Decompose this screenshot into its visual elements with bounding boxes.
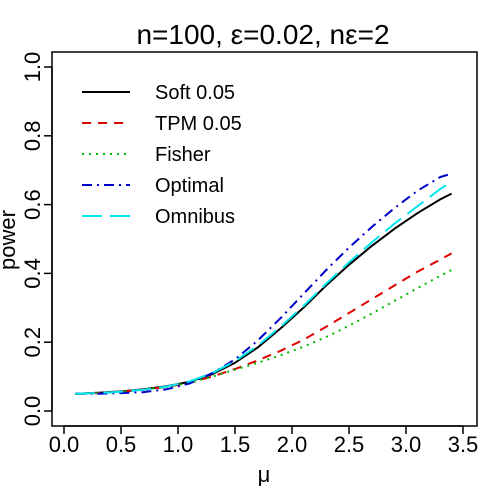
x-tick-label: 0.5 bbox=[106, 432, 137, 457]
x-tick-label: 3.0 bbox=[391, 432, 422, 457]
x-tick-label: 2.5 bbox=[334, 432, 365, 457]
y-axis: 0.0 0.2 0.4 0.6 0.8 1.0 bbox=[20, 52, 53, 427]
y-tick-label: 0.8 bbox=[20, 121, 45, 152]
series-line-omnibus bbox=[75, 180, 453, 395]
x-axis-label: μ bbox=[258, 462, 271, 487]
y-tick-label: 1.0 bbox=[20, 52, 45, 83]
y-tick-label: 0.0 bbox=[20, 396, 45, 427]
series-layer bbox=[75, 172, 453, 395]
y-axis-label: power bbox=[0, 210, 20, 270]
legend-label: Omnibus bbox=[155, 206, 235, 228]
series-line-fisher bbox=[75, 269, 453, 395]
x-tick-label: 3.5 bbox=[448, 432, 479, 457]
x-axis: 0.0 0.5 1.0 1.5 2.0 2.5 3.0 3.5 bbox=[49, 425, 479, 457]
x-tick-label: 1.0 bbox=[163, 432, 194, 457]
y-tick-label: 0.2 bbox=[20, 327, 45, 358]
x-tick-label: 0.0 bbox=[49, 432, 80, 457]
chart-title: n=100, ε=0.02, nε=2 bbox=[136, 19, 389, 50]
y-tick-label: 0.6 bbox=[20, 189, 45, 220]
x-tick-label: 1.5 bbox=[220, 432, 251, 457]
legend-label: TPM 0.05 bbox=[155, 113, 242, 135]
legend-label: Soft 0.05 bbox=[155, 82, 235, 104]
legend: Soft 0.05 TPM 0.05 Fisher Optimal Omnibus bbox=[82, 82, 242, 228]
series-line-optimal bbox=[75, 172, 452, 395]
x-tick-label: 2.0 bbox=[277, 432, 308, 457]
y-tick-label: 0.4 bbox=[20, 258, 45, 289]
legend-label: Optimal bbox=[155, 175, 224, 197]
plot-frame bbox=[51, 51, 478, 427]
series-line-tpm-0-05 bbox=[75, 252, 453, 395]
legend-label: Fisher bbox=[155, 144, 211, 166]
